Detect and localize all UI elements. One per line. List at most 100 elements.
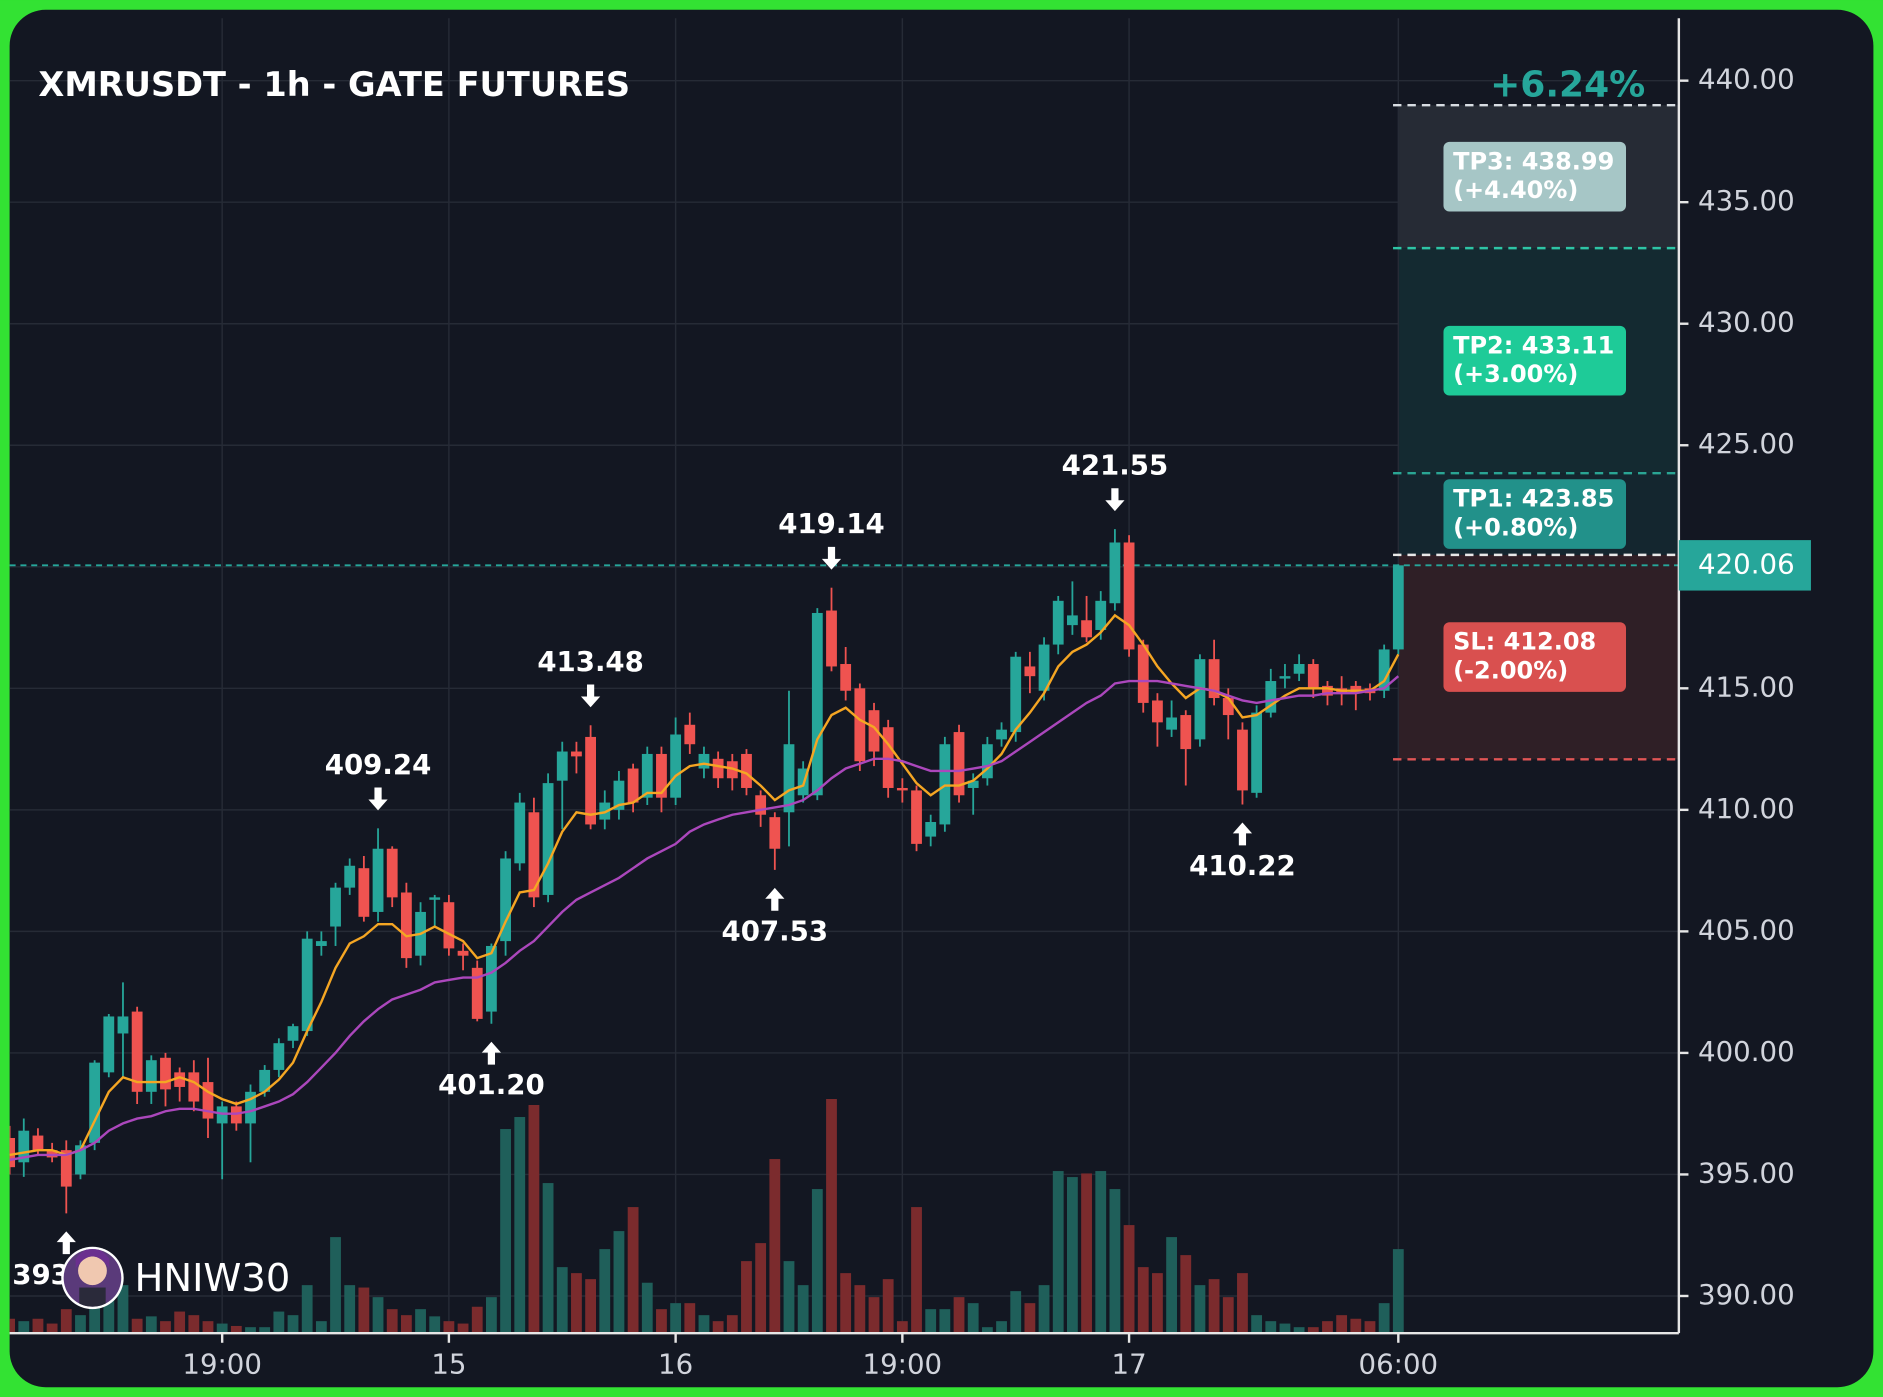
candle-body bbox=[741, 753, 752, 788]
candle-body bbox=[287, 1026, 299, 1041]
candle-body bbox=[1024, 666, 1036, 677]
candle-body bbox=[627, 768, 639, 803]
candle-body bbox=[259, 1069, 271, 1092]
level-label-box bbox=[1443, 325, 1627, 396]
annotation-label: 421.55 bbox=[1062, 449, 1169, 482]
total-return: +6.24% bbox=[1490, 65, 1645, 106]
y-tick-label: 395.00 bbox=[1698, 1156, 1795, 1189]
volume-bar bbox=[415, 1309, 426, 1334]
candle-body bbox=[301, 938, 313, 1032]
volume-bar bbox=[32, 1318, 44, 1334]
volume-bar bbox=[1152, 1273, 1163, 1334]
candle-body bbox=[1251, 712, 1263, 793]
candle-body bbox=[542, 783, 554, 895]
candle-body bbox=[556, 751, 568, 781]
candle-body bbox=[103, 1016, 115, 1073]
volume-bar bbox=[273, 1311, 285, 1334]
volume-bar bbox=[287, 1315, 299, 1334]
y-tick-label: 390.00 bbox=[1698, 1278, 1795, 1311]
candle-body bbox=[1137, 644, 1149, 703]
volume-bar bbox=[486, 1297, 497, 1334]
volume-bar bbox=[1322, 1321, 1333, 1334]
volume bbox=[9, 1098, 1404, 1334]
candle-body bbox=[1237, 729, 1248, 791]
chart-title: XMRUSDT - 1h - GATE FUTURES bbox=[38, 65, 630, 104]
x-tick-label: 16 bbox=[658, 1348, 693, 1381]
candle-body bbox=[656, 753, 667, 798]
volume-bar bbox=[769, 1159, 781, 1334]
y-tick-label: 435.00 bbox=[1698, 184, 1795, 217]
volume-bar bbox=[1024, 1303, 1036, 1334]
volume-bar bbox=[1123, 1225, 1135, 1334]
volume-bar bbox=[1066, 1177, 1078, 1334]
volume-bar bbox=[9, 1318, 16, 1334]
volume-bar bbox=[1038, 1285, 1050, 1334]
volume-bar bbox=[882, 1279, 894, 1334]
volume-bar bbox=[528, 1105, 540, 1334]
candle-body bbox=[202, 1082, 214, 1119]
candle-body bbox=[358, 868, 370, 917]
candle-body bbox=[75, 1145, 86, 1175]
volume-bar bbox=[698, 1315, 710, 1334]
volume-bar bbox=[358, 1287, 370, 1334]
volume-bar bbox=[46, 1323, 58, 1334]
volume-bar bbox=[216, 1323, 228, 1334]
candle-body bbox=[571, 751, 582, 757]
arrow-up bbox=[56, 1231, 76, 1255]
candle-body bbox=[1123, 542, 1135, 650]
candle-body bbox=[1038, 644, 1050, 691]
volume-bar bbox=[1081, 1173, 1092, 1334]
watermark: HNIW30 bbox=[61, 1246, 290, 1310]
arrow-down bbox=[368, 787, 388, 811]
candle-body bbox=[9, 1137, 16, 1168]
candle-body bbox=[1307, 664, 1319, 689]
candle-body bbox=[840, 664, 852, 691]
volume-bar bbox=[1180, 1255, 1192, 1334]
x-tick-label: 19:00 bbox=[863, 1348, 943, 1381]
candle-body bbox=[613, 780, 625, 810]
candle-body bbox=[174, 1072, 186, 1087]
volume-bar bbox=[868, 1297, 880, 1334]
candle-body bbox=[698, 753, 710, 769]
level-percent: (+4.40%) bbox=[1453, 176, 1578, 204]
level-label: TP1: 423.85 bbox=[1453, 485, 1614, 513]
volume-bar bbox=[1307, 1327, 1319, 1334]
candle-body bbox=[953, 732, 965, 796]
arrow-up bbox=[765, 887, 785, 911]
candle-body bbox=[188, 1072, 200, 1102]
candle-body bbox=[216, 1106, 228, 1124]
candle-body bbox=[1180, 715, 1192, 750]
candle-body bbox=[443, 902, 455, 949]
x-tick-label: 17 bbox=[1112, 1348, 1147, 1381]
volume-bar bbox=[145, 1316, 157, 1334]
volume-bar bbox=[471, 1306, 483, 1334]
level-label-box bbox=[1443, 479, 1627, 549]
candle-body bbox=[1081, 620, 1092, 638]
volume-bar bbox=[386, 1309, 398, 1334]
volume-bar bbox=[1392, 1249, 1404, 1334]
candle-body bbox=[769, 817, 781, 849]
volume-bar bbox=[1364, 1321, 1376, 1334]
y-tick-label: 415.00 bbox=[1698, 670, 1795, 703]
volume-bar bbox=[344, 1285, 356, 1334]
candle-body bbox=[514, 802, 526, 864]
y-tick-label: 430.00 bbox=[1698, 306, 1795, 339]
y-tick-label: 400.00 bbox=[1698, 1035, 1795, 1068]
volume-bar bbox=[996, 1321, 1007, 1334]
candle-body bbox=[1152, 700, 1163, 723]
volume-bar bbox=[854, 1285, 866, 1334]
price-tag-label: 420.06 bbox=[1698, 547, 1795, 580]
axes: 390.00 395.00 400.00 405.00 410.00 415.00 420.… bbox=[9, 18, 1811, 1381]
moving-average-line bbox=[9, 613, 1400, 1157]
volume-bar bbox=[684, 1303, 696, 1334]
volume-bar bbox=[1350, 1318, 1362, 1334]
arrow-down bbox=[821, 546, 842, 570]
candle-body bbox=[245, 1091, 256, 1124]
y-tick-label: 410.00 bbox=[1698, 792, 1795, 825]
candle-body bbox=[1066, 615, 1078, 626]
volume-bar bbox=[981, 1327, 993, 1334]
candle-body bbox=[1010, 656, 1022, 733]
volume-bar bbox=[741, 1261, 752, 1334]
annotation-label: 409.24 bbox=[325, 748, 432, 781]
